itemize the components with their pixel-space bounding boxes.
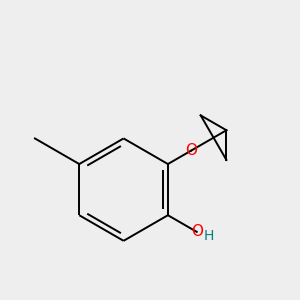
Text: O: O [191, 224, 203, 239]
Text: H: H [204, 229, 214, 243]
Text: O: O [185, 143, 197, 158]
